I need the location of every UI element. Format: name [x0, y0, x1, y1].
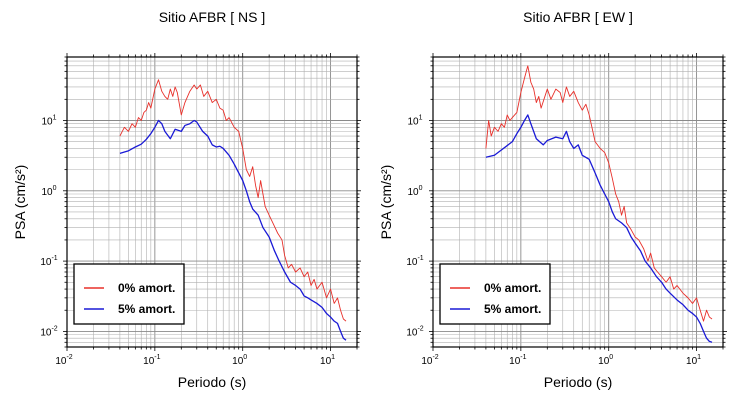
y-tick-label: 10-2 — [40, 325, 57, 338]
legend-label: 0% amort. — [118, 281, 175, 295]
y-tick-label: 101 — [407, 114, 422, 127]
tick-marks — [429, 53, 727, 351]
y-tick-label: 10-1 — [40, 255, 57, 268]
y-axis-label: PSA (cm/s²) — [12, 165, 28, 240]
chart-panel-ew: Sitio AFBR [ EW ] 10-2 10-1 100 101 10-2 10-1 1… — [378, 9, 727, 390]
x-tick-label: 100 — [232, 354, 247, 367]
legend-box — [73, 263, 185, 325]
chart-panel-ns: Sitio AFBR [ NS ] 10-2 10-1 100 101 10-2 10-1 1… — [12, 9, 361, 390]
series-line-blue — [119, 119, 347, 341]
y-tick-label: 101 — [41, 114, 56, 127]
x-axis-label: Periodo (s) — [544, 374, 612, 390]
tick-marks — [63, 53, 361, 351]
legend-box — [439, 263, 551, 325]
y-tick-label: 10-2 — [406, 325, 423, 338]
legend-label: 5% amort. — [118, 302, 175, 316]
chart-title: Sitio AFBR [ EW ] — [523, 9, 633, 25]
x-tick-label: 101 — [320, 354, 335, 367]
y-tick-label: 10-1 — [406, 255, 423, 268]
x-tick-label: 10-1 — [143, 354, 160, 367]
legend: 0% amort. 5% amort. — [439, 263, 551, 325]
x-tick-label: 101 — [686, 354, 701, 367]
series-line-red — [485, 65, 713, 322]
x-tick-label: 10-1 — [509, 354, 526, 367]
legend-label: 5% amort. — [484, 302, 541, 316]
legend: 0% amort. 5% amort. — [73, 263, 185, 325]
x-tick-label: 10-2 — [55, 354, 72, 367]
x-tick-label: 100 — [598, 354, 613, 367]
legend-label: 0% amort. — [484, 281, 541, 295]
y-tick-label: 100 — [41, 185, 56, 198]
x-axis-label: Periodo (s) — [178, 374, 246, 390]
y-axis-label: PSA (cm/s²) — [378, 165, 394, 240]
series-line-red — [119, 79, 347, 322]
y-tick-label: 100 — [407, 185, 422, 198]
series-line-blue — [485, 114, 713, 343]
x-tick-label: 10-2 — [421, 354, 438, 367]
chart-title: Sitio AFBR [ NS ] — [159, 9, 266, 25]
